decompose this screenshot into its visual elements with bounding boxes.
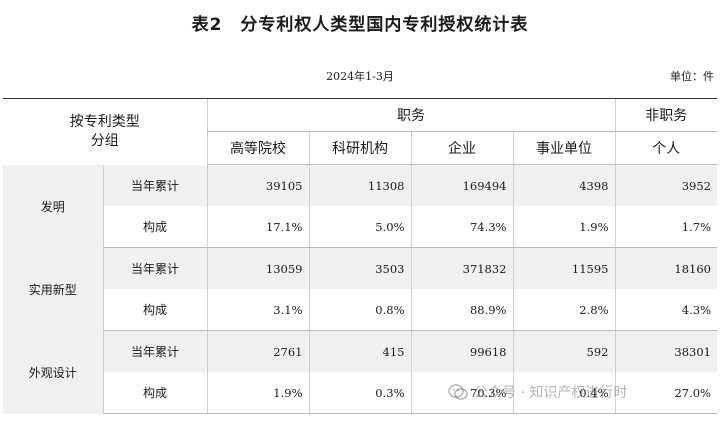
table-title: 表2 分专利权人类型国内专利授权统计表	[191, 15, 529, 35]
value-cell: 592	[512, 330, 615, 372]
column-header: 事业单位	[512, 131, 615, 165]
value-cell: 415	[308, 330, 411, 372]
nonservice-header: 非职务	[614, 98, 717, 132]
value-cell: 1.9%	[206, 372, 309, 414]
column-header: 高等院校	[206, 131, 309, 165]
watermark-text: 公众号 · 知识产权进行时	[474, 385, 628, 401]
metric-label: 构成	[102, 206, 207, 248]
metric-label: 当年累计	[102, 247, 207, 289]
value-cell: 11595	[512, 247, 615, 289]
value-cell: 2761	[206, 330, 309, 372]
value-cell: 99618	[410, 330, 513, 372]
column-header: 企业	[410, 131, 513, 165]
table-row: 实用新型 当年累计 13059 3503 371832 11595 18160	[3, 247, 717, 331]
value-cell: 13059	[206, 247, 309, 289]
value-cell: 3952	[614, 164, 717, 206]
unit-label: 单位：件	[670, 70, 714, 83]
column-header: 个人	[614, 131, 717, 165]
value-cell: 3.1%	[206, 289, 309, 331]
wechat-icon	[448, 384, 468, 400]
metric-label: 当年累计	[102, 164, 207, 206]
table-row: 外观设计 当年累计 2761 415 99618 592 38301	[3, 330, 717, 414]
value-cell: 1.7%	[614, 206, 717, 248]
patent-statistics-table: 按专利类型 分组 职务 非职务 高等院校 科研机构 企业 事业单位 个人 发明 …	[3, 98, 717, 414]
metric-label: 构成	[102, 372, 207, 414]
group-header-label: 按专利类型 分组	[69, 113, 140, 149]
value-cell: 17.1%	[206, 206, 309, 248]
watermark: 公众号 · 知识产权进行时	[448, 382, 627, 402]
period-label: 2024年1-3月	[326, 70, 394, 83]
column-header: 科研机构	[308, 131, 411, 165]
value-cell: 0.4%	[512, 372, 615, 414]
service-header: 职务	[206, 98, 615, 132]
value-cell: 1.9%	[512, 206, 615, 248]
category-cell: 发明	[3, 164, 103, 248]
header-row-2: 高等院校 科研机构 企业 事业单位 个人	[3, 131, 717, 165]
table-row: 发明 当年累计 39105 11308 169494 4398 3952	[3, 164, 717, 248]
value-cell: 3503	[308, 247, 411, 289]
metric-label: 构成	[102, 289, 207, 331]
value-cell: 5.0%	[308, 206, 411, 248]
value-cell: 18160	[614, 247, 717, 289]
metric-label: 当年累计	[102, 330, 207, 372]
header-row-1: 按专利类型 分组 职务 非职务	[3, 98, 717, 165]
value-cell: 88.9%	[410, 289, 513, 331]
value-cell: 0.8%	[308, 289, 411, 331]
group-header-cell: 按专利类型 分组	[3, 98, 207, 165]
value-cell: 0.3%	[308, 372, 411, 414]
value-cell: 4398	[512, 164, 615, 206]
value-cell: 4.3%	[614, 289, 717, 331]
value-cell: 27.0%	[614, 372, 717, 414]
value-cell: 2.8%	[512, 289, 615, 331]
value-cell: 11308	[308, 164, 411, 206]
value-cell: 169494	[410, 164, 513, 206]
table-row: 构成 3.1% 0.8% 88.9% 2.8% 4.3%	[3, 289, 717, 331]
value-cell: 371832	[410, 247, 513, 289]
category-cell: 外观设计	[3, 330, 103, 414]
table-row: 构成 17.1% 5.0% 74.3% 1.9% 1.7%	[3, 206, 717, 248]
value-cell: 74.3%	[410, 206, 513, 248]
category-cell: 实用新型	[3, 247, 103, 331]
value-cell: 39105	[206, 164, 309, 206]
value-cell: 38301	[614, 330, 717, 372]
